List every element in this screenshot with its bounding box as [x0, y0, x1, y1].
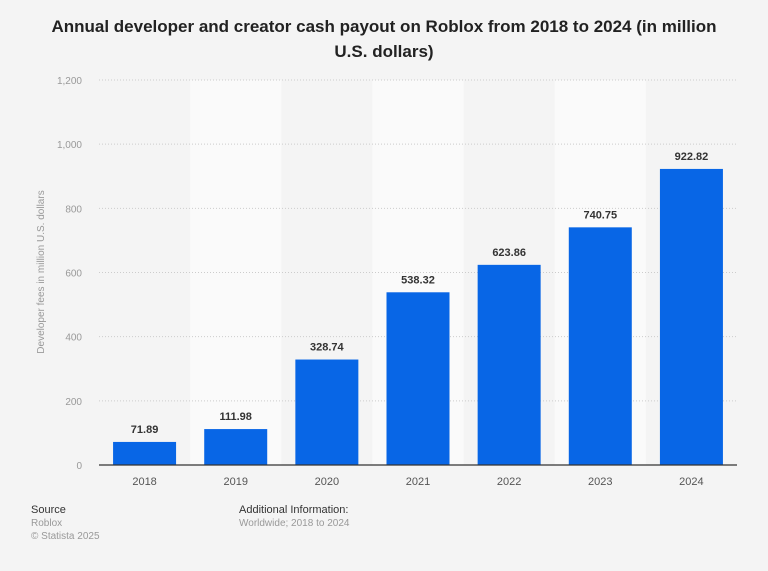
- y-axis-label: Developer fees in million U.S. dollars: [36, 190, 47, 353]
- bar: [113, 441, 177, 465]
- bar: [477, 264, 541, 465]
- bar-chart: 0 200 400 600 800 1,000 1,200 Developer fees in…: [36, 76, 737, 488]
- y-tick-label: 800: [65, 204, 82, 215]
- additional-info-block: Additional Information: Worldwide; 2018 …: [239, 504, 349, 530]
- x-tick-label: 2019: [223, 476, 247, 488]
- source-label: Source: [31, 504, 66, 516]
- y-tick-label: 400: [65, 333, 82, 344]
- x-tick-label: 2022: [497, 476, 521, 488]
- x-tick-label: 2023: [588, 476, 612, 488]
- source-name[interactable]: Roblox: [31, 518, 63, 529]
- column-band: [190, 80, 282, 465]
- x-tick-label: 2024: [679, 476, 703, 488]
- x-tick-label: 2021: [406, 476, 430, 488]
- bar: [386, 292, 450, 465]
- y-tick-label: 1,000: [57, 140, 82, 151]
- bar: [568, 227, 632, 465]
- y-tick-label: 1,200: [57, 76, 82, 87]
- data-label: 538.32: [401, 274, 435, 286]
- chart-title: Annual developer and creator cash payout…: [51, 17, 717, 61]
- data-label: 111.98: [219, 411, 251, 423]
- x-tick-label: 2018: [132, 476, 156, 488]
- data-label: 623.86: [492, 247, 526, 259]
- copyright: © Statista 2025: [31, 531, 100, 542]
- y-tick-label: 600: [65, 269, 82, 280]
- data-label: 71.89: [131, 424, 159, 436]
- data-label: 328.74: [310, 342, 345, 354]
- bar: [295, 359, 359, 465]
- bar: [659, 168, 723, 465]
- y-tick-label: 200: [65, 397, 82, 408]
- y-tick-label: 0: [76, 461, 82, 472]
- source-block: Source Roblox © Statista 2025: [31, 504, 100, 543]
- additional-info-label: Additional Information:: [239, 504, 349, 516]
- x-tick-label: 2020: [315, 476, 339, 488]
- data-label: 740.75: [583, 209, 617, 221]
- additional-info: Worldwide; 2018 to 2024: [239, 518, 350, 529]
- bar: [204, 429, 268, 465]
- data-label: 922.82: [675, 151, 709, 163]
